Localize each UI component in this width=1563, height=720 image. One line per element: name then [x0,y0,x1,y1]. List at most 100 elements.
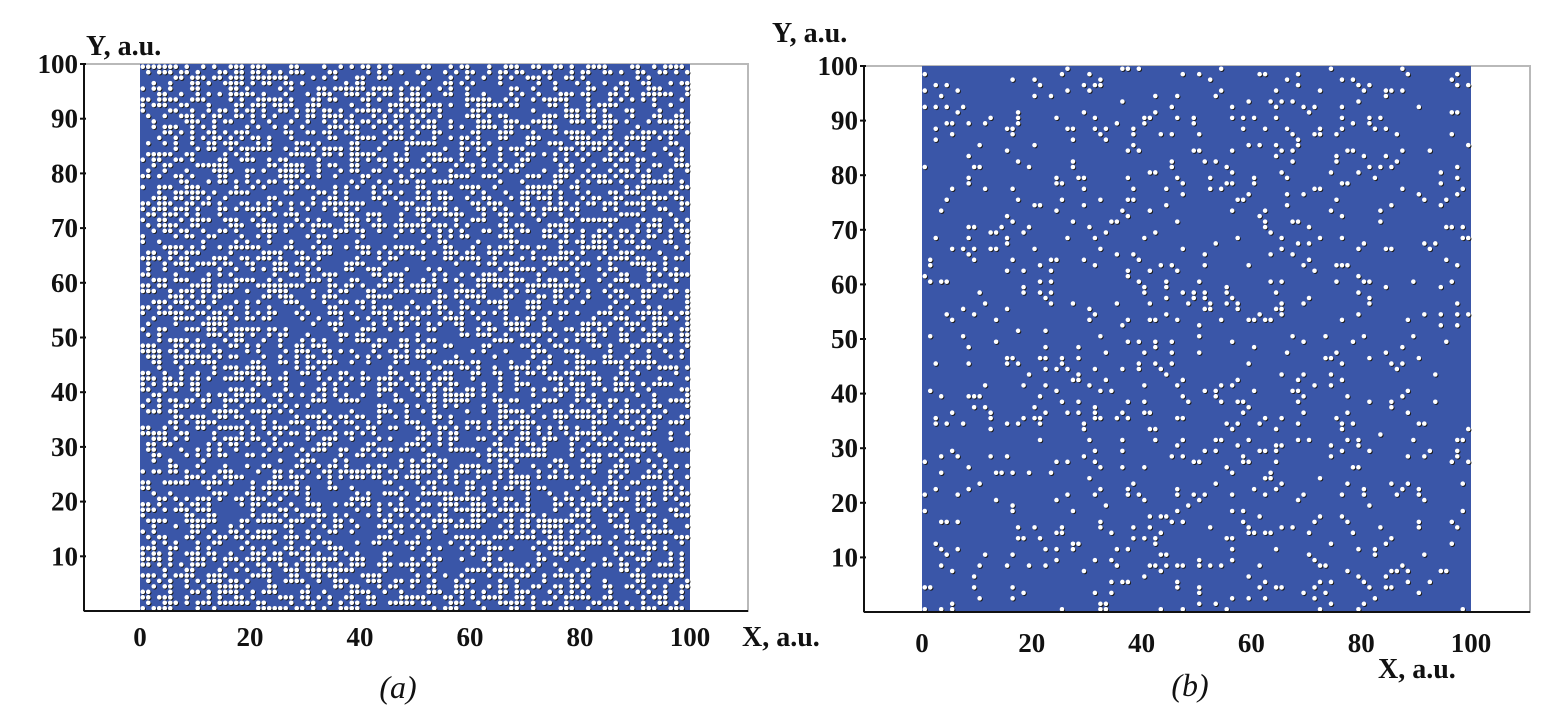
particle-point [195,310,201,316]
particle-point [393,491,399,496]
particle-point [365,102,371,108]
particle-point [316,343,322,349]
particle-point [178,430,184,436]
particle-point [415,332,421,338]
particle-point [387,348,393,354]
particle-point [277,556,283,562]
particle-point [244,327,250,332]
particle-point [272,212,278,217]
particle-point [393,469,399,474]
particle-point [189,190,195,195]
particle-point [195,80,201,86]
particle-point [156,223,162,228]
particle-point [294,151,300,157]
particle-point [244,124,250,130]
particle-point [371,425,377,431]
particle-point [151,250,157,256]
particle-point [382,316,388,321]
particle-point [277,337,283,343]
particle-point [178,195,184,201]
particle-point [332,436,338,441]
particle-point [338,469,344,474]
particle-point [321,567,327,573]
particle-point [217,75,223,80]
particle-point [398,97,404,102]
particle-point [310,130,316,135]
particle-point [332,381,338,387]
particle-point [294,573,300,578]
particle-point [211,578,217,584]
particle-point [431,392,437,398]
particle-point [354,354,360,359]
particle-point [415,403,421,409]
particle-point [255,502,261,507]
particle-point [255,69,261,75]
particle-point [217,534,223,540]
particle-point [294,365,300,370]
particle-point [376,212,382,217]
particle-point [255,141,261,146]
particle-point [162,567,168,573]
particle-point [365,419,371,425]
particle-point [222,157,228,163]
particle-point [398,102,404,108]
particle-point [376,119,382,124]
particle-point [228,86,234,91]
particle-point [332,272,338,277]
particle-point [261,146,267,152]
particle-point [261,91,267,97]
particle-point [261,250,267,256]
particle-point [162,151,168,157]
particle-point [387,469,393,474]
particle-point [431,250,437,256]
particle-point [162,370,168,376]
particle-point [371,348,377,354]
particle-point [195,184,201,190]
particle-point [211,365,217,370]
particle-point [277,288,283,294]
particle-point [233,425,239,431]
particle-point [299,556,305,562]
particle-point [349,469,355,474]
particle-point [310,337,316,343]
particle-point [365,359,371,365]
particle-point [404,600,410,606]
particle-point [266,327,272,332]
particle-point [426,310,432,316]
particle-point [178,447,184,452]
particle-point [299,595,305,600]
particle-point [173,244,179,250]
particle-point [393,507,399,513]
particle-point [184,595,190,600]
particle-point [387,491,393,496]
particle-point [415,540,421,545]
particle-point [233,239,239,245]
particle-point [376,512,382,518]
particle-point [415,321,421,327]
particle-point [211,162,217,168]
particle-point [382,184,388,190]
particle-point [200,321,206,327]
particle-point [343,283,349,288]
particle-point [442,595,448,600]
particle-point [233,151,239,157]
particle-point [200,600,206,606]
particle-point [431,409,437,414]
particle-point [387,584,393,589]
particle-point [376,409,382,414]
particle-point [233,108,239,113]
particle-point [415,86,421,91]
particle-point [255,310,261,316]
particle-point [167,589,173,595]
particle-point [349,584,355,589]
particle-point [371,299,377,305]
particle-point [349,518,355,524]
particle-point [244,305,250,310]
particle-point [173,354,179,359]
particle-point [431,452,437,458]
particle-point [420,97,426,102]
particle-point [250,157,256,163]
particle-point [228,523,234,529]
particle-point [371,430,377,436]
particle-point [343,551,349,556]
